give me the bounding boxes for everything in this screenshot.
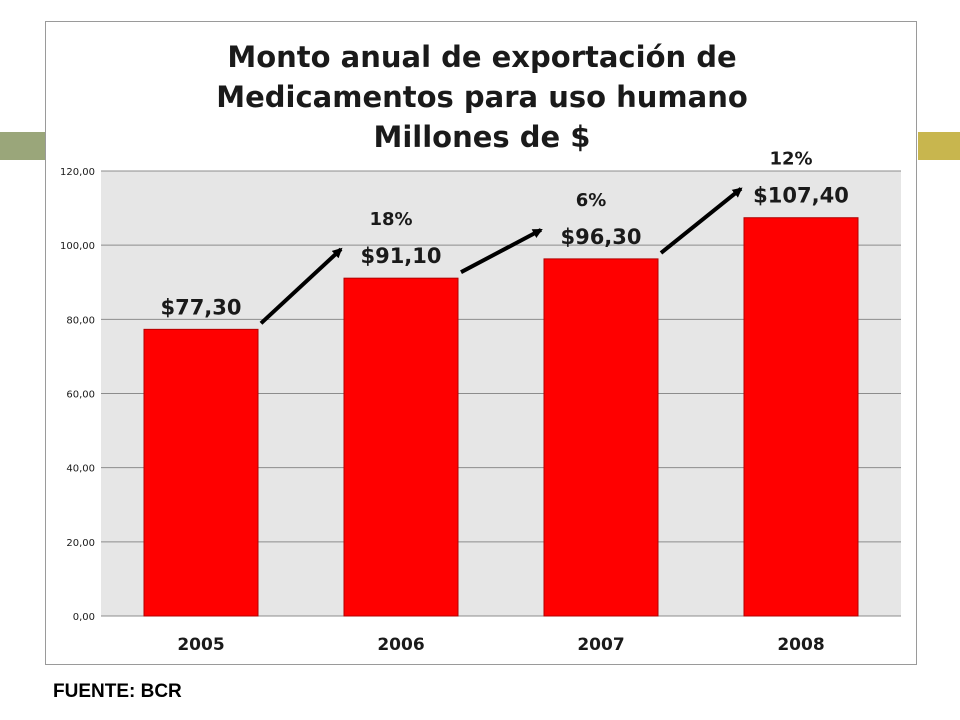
growth-arrow [460, 228, 543, 274]
value-label: $91,10 [360, 244, 441, 268]
bar-chart: Monto anual de exportación de Medicament… [60, 40, 901, 655]
growth-label: 6% [576, 190, 607, 211]
bar [543, 258, 659, 617]
chart-title-line-2: Medicamentos para uso humano [216, 80, 748, 114]
chart-title: Monto anual de exportación de Medicament… [216, 40, 748, 154]
bars [143, 217, 859, 617]
growth-label: 18% [369, 209, 412, 230]
x-axis-labels: 2005 2006 2007 2008 [177, 635, 824, 655]
growth-labels: 18% 6% 12% [369, 149, 812, 230]
y-tick-label: 20,00 [66, 538, 95, 549]
y-tick-label: 60,00 [66, 390, 95, 401]
growth-label: 12% [769, 149, 812, 170]
growth-arrow [259, 247, 343, 325]
y-axis-ticks: 0,00 20,00 40,00 60,00 80,00 100,00 120,00 [60, 167, 95, 623]
x-tick-label: 2006 [377, 635, 424, 655]
growth-arrow [659, 187, 743, 255]
x-tick-label: 2007 [577, 635, 624, 655]
y-tick-label: 40,00 [66, 464, 95, 475]
bar [143, 328, 259, 617]
value-label: $107,40 [753, 184, 849, 208]
chart-frame: Monto anual de exportación de Medicament… [45, 21, 917, 665]
decorative-bar-left [0, 132, 46, 160]
y-tick-label: 120,00 [60, 167, 95, 178]
value-labels: $77,30 $91,10 $96,30 $107,40 [160, 184, 848, 320]
y-tick-label: 80,00 [66, 315, 95, 326]
x-tick-label: 2008 [777, 635, 824, 655]
source-note: FUENTE: BCR [53, 681, 182, 702]
decorative-bar-right [918, 132, 960, 160]
chart-title-line-3: Millones de $ [374, 120, 591, 154]
y-tick-label: 0,00 [73, 612, 95, 623]
x-tick-label: 2005 [177, 635, 224, 655]
value-label: $96,30 [560, 225, 641, 249]
growth-arrows [259, 187, 743, 325]
chart-title-line-1: Monto anual de exportación de [227, 40, 736, 74]
y-tick-label: 100,00 [60, 241, 95, 252]
value-label: $77,30 [160, 295, 241, 319]
bar [743, 217, 859, 617]
bar [343, 277, 459, 617]
